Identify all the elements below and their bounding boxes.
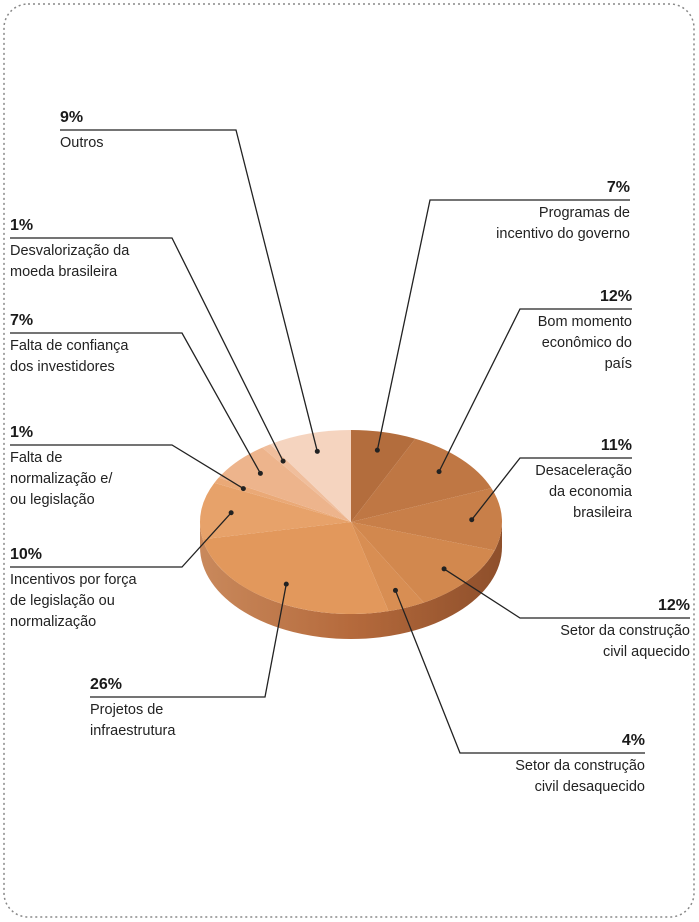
leader-dot [392, 587, 398, 593]
slice-label: Bom momento econômico do país [537, 314, 632, 372]
percent-label: 12% [599, 288, 632, 305]
slice-label: Falta de confiança dos investidores [10, 338, 129, 375]
slice-label: Desaceleração da economia brasileira [535, 463, 632, 521]
leader-dot [314, 448, 320, 454]
pie-slice [200, 482, 351, 540]
pie-slice [202, 522, 389, 615]
pie-side [200, 522, 502, 639]
slice-label: Setor da construção civil desaquecido [515, 758, 645, 795]
pie-slice [270, 430, 351, 522]
pie-slice [351, 430, 416, 522]
leader-dot [374, 447, 380, 453]
leader-dot [240, 486, 246, 492]
frame [3, 3, 695, 918]
leader-line [394, 590, 645, 754]
percent-label: 4% [621, 732, 645, 749]
leader-line [438, 308, 632, 472]
percent-label: 12% [657, 597, 690, 614]
slice-label: Incentivos por força de legislação ou no… [10, 572, 137, 630]
leader-line [10, 332, 261, 474]
percent-label: 9% [60, 109, 84, 126]
leader-line [10, 444, 244, 490]
slice-label: Projetos de infraestrutura [90, 702, 176, 739]
leader-dot [257, 470, 263, 476]
percent-label: 11% [600, 437, 632, 454]
percent-label: 10% [10, 546, 43, 563]
slice-label: Outros [60, 135, 104, 151]
percent-label: 26% [90, 676, 123, 693]
slice-label: Programas de incentivo do governo [496, 205, 630, 242]
pie-slice [351, 522, 424, 612]
slice-label: Falta de normalização e/ ou legislação [10, 450, 113, 508]
leader-line [10, 237, 284, 462]
leader-dot [469, 517, 475, 523]
leader-dot [441, 566, 447, 572]
percent-label: 1% [10, 217, 34, 234]
leader-line [376, 199, 630, 451]
slice-label: Setor da construção civil aquecido [560, 623, 690, 660]
percent-label: 1% [10, 424, 34, 441]
pie-slice [218, 447, 351, 522]
slice-label: Desvalorização da moeda brasileira [10, 243, 130, 280]
pie-slice [262, 444, 351, 522]
leader-line [443, 568, 690, 619]
percent-label: 7% [10, 312, 34, 329]
leader-dot [228, 510, 234, 516]
leader-line [90, 584, 287, 698]
leader-line [471, 457, 632, 521]
percent-label: 7% [606, 179, 630, 196]
pie-slice [351, 522, 495, 603]
pie-slice [351, 488, 502, 551]
pie-slice [214, 477, 351, 522]
leader-dot [436, 469, 442, 475]
leader-dot [283, 581, 289, 587]
leader-line [10, 512, 232, 568]
leader-dot [280, 458, 286, 464]
leader-line [60, 129, 318, 452]
pie-slice [351, 438, 492, 522]
